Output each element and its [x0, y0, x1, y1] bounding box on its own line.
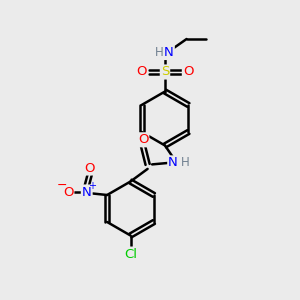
Text: N: N — [82, 185, 92, 199]
Text: O: O — [183, 65, 194, 79]
Text: O: O — [85, 161, 95, 175]
Text: H: H — [155, 46, 164, 59]
Text: N: N — [168, 156, 178, 170]
Text: Cl: Cl — [124, 248, 137, 261]
Text: O: O — [63, 185, 74, 199]
Text: O: O — [138, 133, 148, 146]
Text: −: − — [57, 179, 68, 192]
Text: N: N — [164, 46, 174, 59]
Text: H: H — [181, 156, 190, 170]
Text: O: O — [137, 65, 147, 79]
Text: +: + — [88, 181, 96, 191]
Text: S: S — [161, 65, 169, 79]
